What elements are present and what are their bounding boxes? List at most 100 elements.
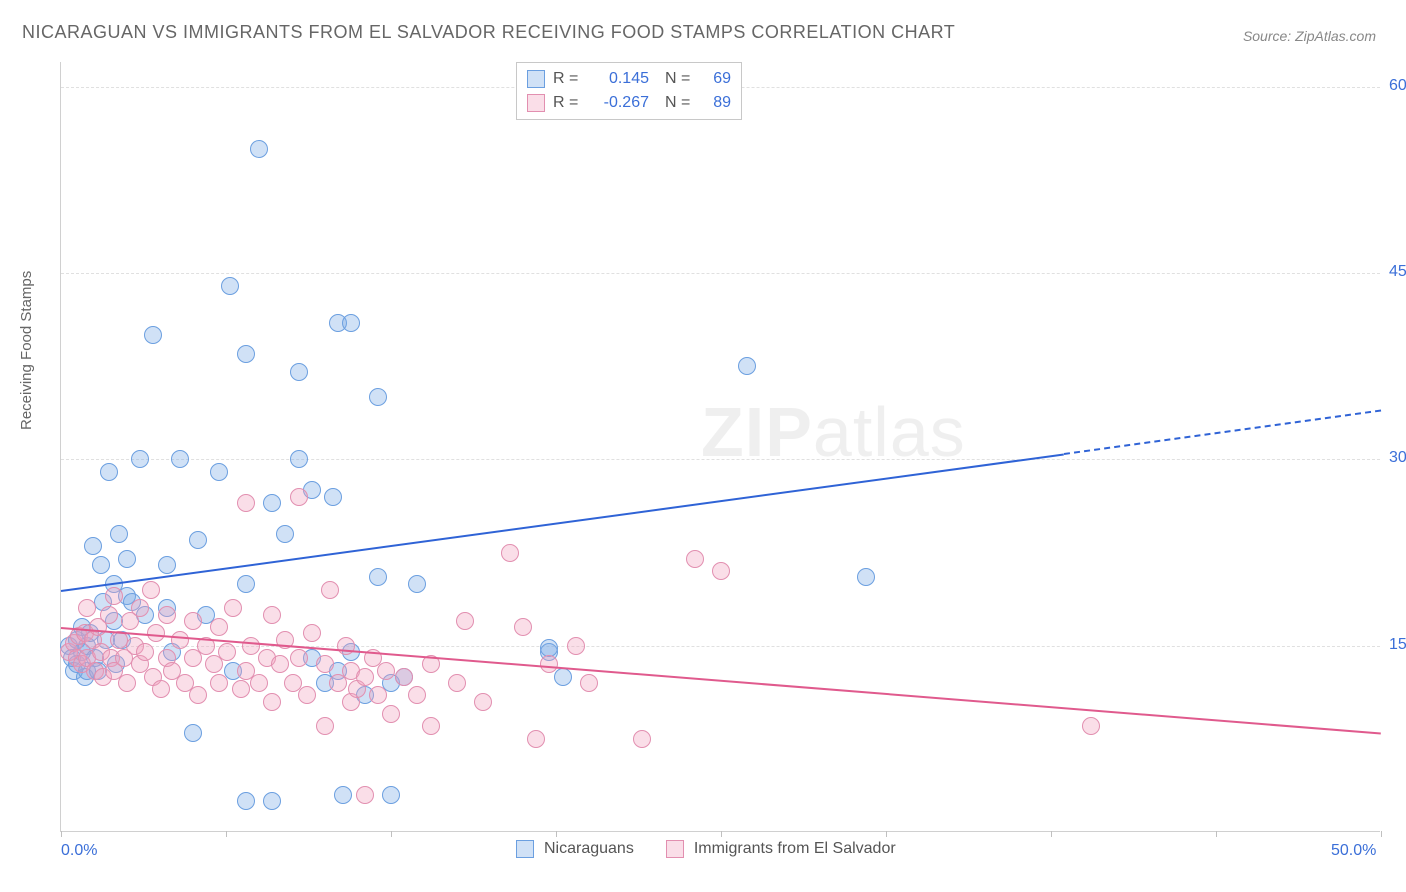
data-point-el_salvador (142, 581, 160, 599)
legend-r-label: R = (553, 70, 581, 88)
data-point-el_salvador (540, 655, 558, 673)
data-point-el_salvador (237, 494, 255, 512)
data-point-el_salvador (422, 717, 440, 735)
data-point-nicaraguans (92, 556, 110, 574)
legend-r-label: R = (553, 94, 581, 112)
data-point-el_salvador (210, 618, 228, 636)
data-point-nicaraguans (158, 556, 176, 574)
data-point-el_salvador (527, 730, 545, 748)
data-point-nicaraguans (100, 463, 118, 481)
data-point-nicaraguans (237, 345, 255, 363)
data-point-el_salvador (100, 606, 118, 624)
data-point-el_salvador (158, 606, 176, 624)
source-link[interactable]: ZipAtlas.com (1295, 28, 1376, 44)
legend-swatch (527, 94, 545, 112)
data-point-el_salvador (501, 544, 519, 562)
data-point-nicaraguans (276, 525, 294, 543)
data-point-el_salvador (316, 717, 334, 735)
data-point-el_salvador (263, 693, 281, 711)
x-tick-label: 50.0% (1331, 842, 1376, 860)
data-point-el_salvador (152, 680, 170, 698)
x-tick-label: 0.0% (61, 842, 97, 860)
source-credit: Source: ZipAtlas.com (1243, 28, 1376, 44)
y-tick-label: 30.0% (1389, 449, 1406, 467)
data-point-el_salvador (408, 686, 426, 704)
data-point-nicaraguans (342, 314, 360, 332)
data-point-el_salvador (395, 668, 413, 686)
data-point-nicaraguans (184, 724, 202, 742)
data-point-el_salvador (321, 581, 339, 599)
data-point-el_salvador (580, 674, 598, 692)
data-point-nicaraguans (144, 326, 162, 344)
data-point-nicaraguans (189, 531, 207, 549)
data-point-el_salvador (1082, 717, 1100, 735)
data-point-nicaraguans (84, 537, 102, 555)
y-axis-label: Receiving Food Stamps (18, 271, 35, 430)
data-point-nicaraguans (857, 568, 875, 586)
data-point-nicaraguans (210, 463, 228, 481)
data-point-el_salvador (474, 693, 492, 711)
legend-series: NicaraguansImmigrants from El Salvador (516, 840, 918, 858)
data-point-nicaraguans (408, 575, 426, 593)
data-point-nicaraguans (237, 792, 255, 810)
data-point-el_salvador (448, 674, 466, 692)
data-point-el_salvador (171, 631, 189, 649)
x-tick (1051, 831, 1052, 837)
legend-swatch (666, 840, 684, 858)
legend-swatch (516, 840, 534, 858)
data-point-el_salvador (232, 680, 250, 698)
data-point-el_salvador (382, 705, 400, 723)
data-point-el_salvador (118, 674, 136, 692)
data-point-el_salvador (356, 786, 374, 804)
x-tick (886, 831, 887, 837)
data-point-el_salvador (136, 643, 154, 661)
data-point-el_salvador (316, 655, 334, 673)
legend-n-label: N = (665, 94, 693, 112)
legend-swatch (527, 70, 545, 88)
legend-n-value: 69 (701, 70, 731, 88)
data-point-el_salvador (105, 587, 123, 605)
data-point-el_salvador (218, 643, 236, 661)
x-tick (226, 831, 227, 837)
legend-series-label: Nicaraguans (544, 840, 634, 858)
data-point-nicaraguans (250, 140, 268, 158)
legend-r-value: -0.267 (589, 94, 649, 112)
trendline (1064, 410, 1381, 455)
data-point-el_salvador (78, 599, 96, 617)
data-point-el_salvador (271, 655, 289, 673)
data-point-el_salvador (131, 599, 149, 617)
data-point-el_salvador (456, 612, 474, 630)
data-point-el_salvador (567, 637, 585, 655)
data-point-el_salvador (377, 662, 395, 680)
chart-title: NICARAGUAN VS IMMIGRANTS FROM EL SALVADO… (22, 22, 955, 43)
legend-stats-row: R = 0.145 N = 69 (527, 67, 731, 91)
data-point-el_salvador (303, 624, 321, 642)
data-point-nicaraguans (738, 357, 756, 375)
legend-r-value: 0.145 (589, 70, 649, 88)
y-tick-label: 60.0% (1389, 77, 1406, 95)
data-point-el_salvador (633, 730, 651, 748)
data-point-nicaraguans (334, 786, 352, 804)
legend-n-value: 89 (701, 94, 731, 112)
data-point-el_salvador (242, 637, 260, 655)
data-point-el_salvador (356, 668, 374, 686)
data-point-nicaraguans (171, 450, 189, 468)
legend-stats: R = 0.145 N = 69 R = -0.267 N = 89 (516, 62, 742, 120)
legend-stats-row: R = -0.267 N = 89 (527, 91, 731, 115)
data-point-nicaraguans (382, 786, 400, 804)
data-point-nicaraguans (290, 450, 308, 468)
scatter-plot: ZIPatlas 15.0%30.0%45.0%60.0%0.0%50.0%R … (60, 62, 1380, 832)
source-prefix: Source: (1243, 28, 1295, 44)
data-point-el_salvador (189, 686, 207, 704)
data-point-el_salvador (369, 686, 387, 704)
x-tick (391, 831, 392, 837)
x-tick (1216, 831, 1217, 837)
y-tick-label: 45.0% (1389, 263, 1406, 281)
data-point-nicaraguans (263, 792, 281, 810)
data-point-el_salvador (298, 686, 316, 704)
data-point-el_salvador (290, 488, 308, 506)
data-point-nicaraguans (131, 450, 149, 468)
x-tick (61, 831, 62, 837)
data-point-nicaraguans (554, 668, 572, 686)
legend-n-label: N = (665, 70, 693, 88)
